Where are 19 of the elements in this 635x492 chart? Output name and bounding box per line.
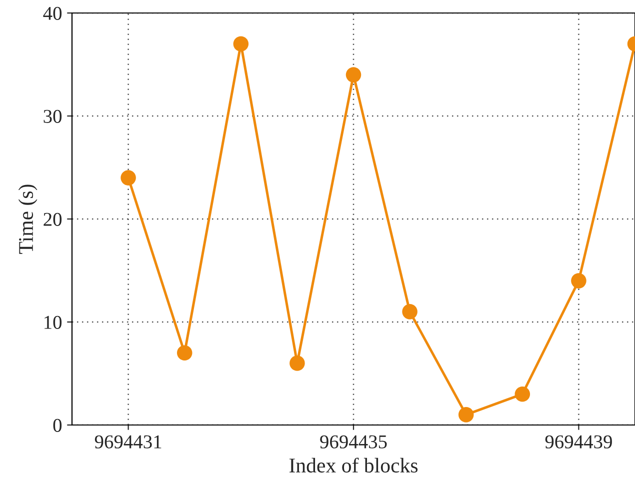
y-tick-label: 40 — [43, 6, 62, 20]
point — [346, 67, 362, 82]
x-tick-label: 9694435 — [320, 435, 387, 448]
y-axis-title: Time (s) — [18, 184, 38, 254]
y-tick-label: 10 — [44, 316, 62, 329]
point — [290, 356, 305, 371]
x-tick-label: 9694431 — [94, 435, 162, 448]
point — [402, 304, 418, 320]
point — [458, 407, 474, 422]
y-tick-label: 0 — [53, 418, 62, 432]
y-tick-label: 30 — [44, 110, 62, 123]
point — [514, 386, 530, 402]
y-tick-label: 20 — [44, 212, 62, 226]
point — [176, 345, 192, 361]
point — [120, 170, 136, 186]
x-tick-label: 9694439 — [545, 435, 612, 448]
x-axis-title: Index of blocks — [289, 458, 418, 473]
point — [571, 273, 586, 288]
point — [233, 36, 249, 52]
